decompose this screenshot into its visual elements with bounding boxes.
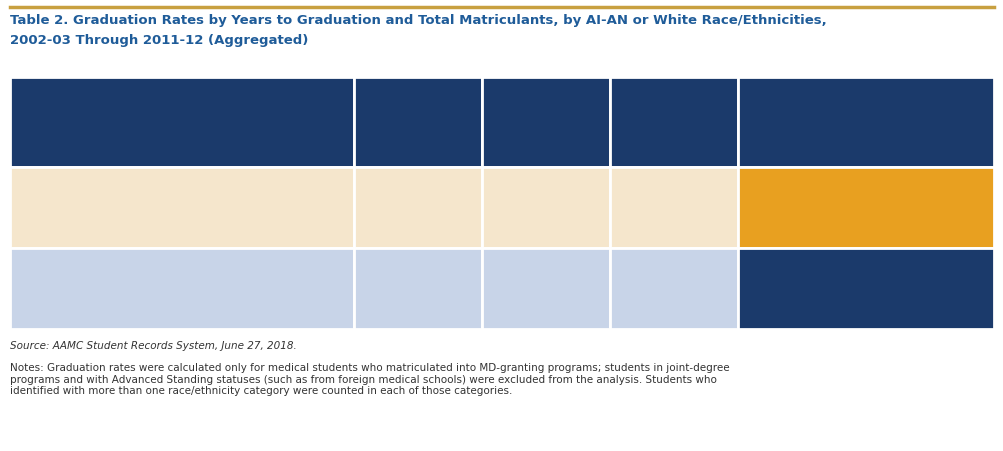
Text: American Indian or Alaska Native: American Indian or Alaska Native — [57, 201, 307, 214]
Text: Notes: Graduation rates were calculated only for medical students who matriculat: Notes: Graduation rates were calculated … — [10, 363, 729, 396]
Text: 97%: 97% — [655, 281, 692, 296]
Text: Race/Ethnicity
(Alone or In Combination): Race/Ethnicity (Alone or In Combination) — [91, 108, 273, 136]
Text: 6 Years: 6 Years — [648, 115, 699, 128]
Text: Table 2. Graduation Rates by Years to Graduation and Total Matriculants, by AI-A: Table 2. Graduation Rates by Years to Gr… — [10, 14, 825, 27]
Text: 4 Years: 4 Years — [392, 115, 443, 128]
Text: 71%: 71% — [400, 200, 436, 215]
Text: 1,307: 1,307 — [837, 198, 894, 216]
Text: 2002-03 Through 2011-12 (Aggregated): 2002-03 Through 2011-12 (Aggregated) — [10, 34, 308, 47]
Text: Total Matriculants: Total Matriculants — [802, 115, 929, 128]
Text: 5 Years: 5 Years — [520, 115, 572, 128]
Text: Source: AAMC Student Records System, June 27, 2018.: Source: AAMC Student Records System, Jun… — [10, 341, 297, 350]
Text: 87%: 87% — [400, 281, 436, 296]
Text: 89%: 89% — [655, 200, 692, 215]
Text: 96%: 96% — [528, 281, 564, 296]
Text: 98,911: 98,911 — [830, 280, 900, 298]
Text: White: White — [160, 282, 204, 295]
Text: 86%: 86% — [528, 200, 564, 215]
